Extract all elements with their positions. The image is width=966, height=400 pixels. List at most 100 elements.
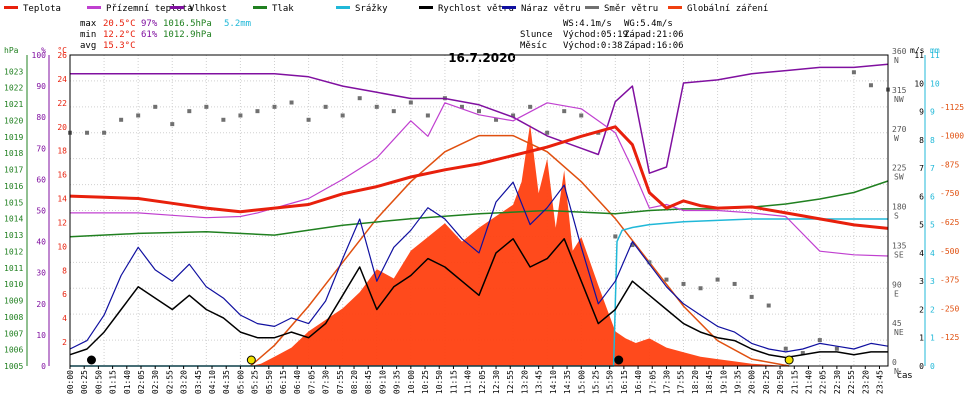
precip-tick-label: 0 xyxy=(930,362,935,371)
info-ws: WS:4.1m/s xyxy=(563,19,612,29)
legend-label: Vlhkost xyxy=(189,4,227,14)
pressure-tick-label: 1023 xyxy=(4,67,23,76)
wind-direction-point xyxy=(102,130,107,135)
series-humidity xyxy=(70,63,889,174)
precip-tick-label: 1 xyxy=(930,334,935,343)
x-tick-label: 00:00 xyxy=(66,370,75,394)
wind-speed-tick-label: 9 xyxy=(919,108,924,117)
wind-speed-tick-label: 2 xyxy=(919,305,924,314)
wind-direction-tick-label: 135 xyxy=(892,241,907,250)
wind-direction-point xyxy=(613,234,618,239)
legend-swatch xyxy=(170,6,184,9)
stats-avg-temp: 15.3°C xyxy=(103,41,136,51)
x-tick-label: 01:15 xyxy=(109,370,118,394)
wind-direction-point xyxy=(766,303,771,308)
wind-direction-point xyxy=(221,117,226,122)
wind-direction-compass-label: SW xyxy=(894,173,904,182)
pressure-tick-label: 1010 xyxy=(4,280,23,289)
pressure-axis-unit: hPa xyxy=(4,46,19,55)
wind-direction-point xyxy=(630,243,635,248)
stats-max-press: 1016.5hPa xyxy=(163,19,212,29)
wind-direction-point xyxy=(323,104,328,109)
pressure-tick-label: 1016 xyxy=(4,182,23,191)
stats-max-hum: 97% xyxy=(141,19,158,29)
series-radiation-theoretical xyxy=(250,134,790,367)
x-tick-label: 03:20 xyxy=(180,370,189,394)
series-radiation xyxy=(70,124,888,366)
x-tick-label: 08:45 xyxy=(364,370,373,394)
wind-direction-compass-label: NW xyxy=(894,95,904,104)
x-tick-label: 20:25 xyxy=(762,370,771,394)
wind-speed-tick-label: 4 xyxy=(919,249,924,258)
wind-speed-tick-label: 5 xyxy=(919,221,924,230)
temperature-tick-label: 24 xyxy=(57,75,67,84)
plot-area xyxy=(68,54,890,367)
stats-max-temp: 20.5°C xyxy=(103,19,136,29)
x-tick-label: 04:35 xyxy=(222,370,231,394)
x-tick-label: 22:55 xyxy=(847,370,856,394)
x-tick-label: 04:10 xyxy=(208,370,217,394)
legend-swatch xyxy=(419,6,433,9)
wind-direction-compass-label: SE xyxy=(894,250,904,259)
x-tick-label: 18:45 xyxy=(705,370,714,394)
x-tick-label: 15:50 xyxy=(606,370,615,394)
precip-tick-label: 4 xyxy=(930,249,935,258)
x-tick-label: 00:50 xyxy=(94,370,103,394)
x-tick-label: 19:10 xyxy=(719,370,728,394)
wind-direction-point xyxy=(459,104,464,109)
x-tick-label: 06:40 xyxy=(293,370,302,394)
pressure-tick-label: 1013 xyxy=(4,231,23,240)
legend-label: Směr větru xyxy=(604,4,658,14)
legend-label: Srážky xyxy=(355,4,388,14)
series-temperature xyxy=(69,125,889,230)
temperature-tick-label: 20 xyxy=(57,123,67,132)
x-tick-label: 10:50 xyxy=(435,370,444,394)
wind-direction-compass-label: S xyxy=(894,212,899,221)
humidity-tick-label: 30 xyxy=(36,269,46,278)
legend-swatch xyxy=(87,6,101,9)
legend-label: Tlak xyxy=(272,4,294,14)
temperature-tick-label: 12 xyxy=(57,218,67,227)
temperature-tick-label: 6 xyxy=(62,290,67,299)
wind-speed-axis-unit: m/s xyxy=(910,46,925,55)
x-tick-label: 11:15 xyxy=(449,370,458,394)
radiation-tick-label: -875 xyxy=(940,160,959,169)
x-axis-label: čas xyxy=(897,370,912,381)
sun-moon-marker xyxy=(614,355,624,365)
radiation-tick-label: -125 xyxy=(940,333,959,342)
x-tick-label: 20:00 xyxy=(748,370,757,394)
info-sun-rise: Východ:05:19 xyxy=(563,30,628,40)
series-ground-temperature xyxy=(70,102,889,257)
wind-direction-point xyxy=(272,104,277,109)
wind-direction-point xyxy=(204,104,209,109)
wind-direction-tick-label: 180 xyxy=(892,203,907,212)
wind-direction-point xyxy=(664,277,669,282)
x-tick-label: 00:25 xyxy=(80,370,89,394)
wind-direction-point xyxy=(528,104,533,109)
wind-direction-point xyxy=(477,109,481,114)
x-tick-label: 14:35 xyxy=(563,370,572,394)
x-tick-label: 08:20 xyxy=(350,370,359,394)
pressure-tick-label: 1021 xyxy=(4,100,23,109)
legend-label: Přízemní teplota xyxy=(106,4,193,14)
info-moon-rise: Východ:0:38 xyxy=(563,41,623,51)
legend-swatch xyxy=(336,6,350,9)
x-tick-label: 05:50 xyxy=(265,370,274,394)
radiation-tick-label: -1125 xyxy=(940,103,964,112)
x-tick-label: 02:30 xyxy=(151,370,160,394)
legend-label: Teplota xyxy=(23,4,61,14)
legend-swatch xyxy=(502,6,516,9)
stats-min-hum: 61% xyxy=(141,30,158,40)
wind-direction-point xyxy=(238,113,243,118)
humidity-tick-label: 100 xyxy=(32,51,47,60)
x-tick-label: 16:15 xyxy=(620,370,629,394)
x-tick-label: 10:00 xyxy=(407,370,416,394)
wind-direction-point xyxy=(511,113,516,118)
pressure-tick-label: 1006 xyxy=(4,346,23,355)
x-tick-label: 23:20 xyxy=(861,370,870,394)
wind-direction-point xyxy=(170,122,175,127)
humidity-tick-label: 20 xyxy=(36,300,46,309)
wind-speed-tick-label: 8 xyxy=(919,136,924,145)
precip-tick-label: 6 xyxy=(930,192,935,201)
legend-swatch xyxy=(4,6,18,9)
